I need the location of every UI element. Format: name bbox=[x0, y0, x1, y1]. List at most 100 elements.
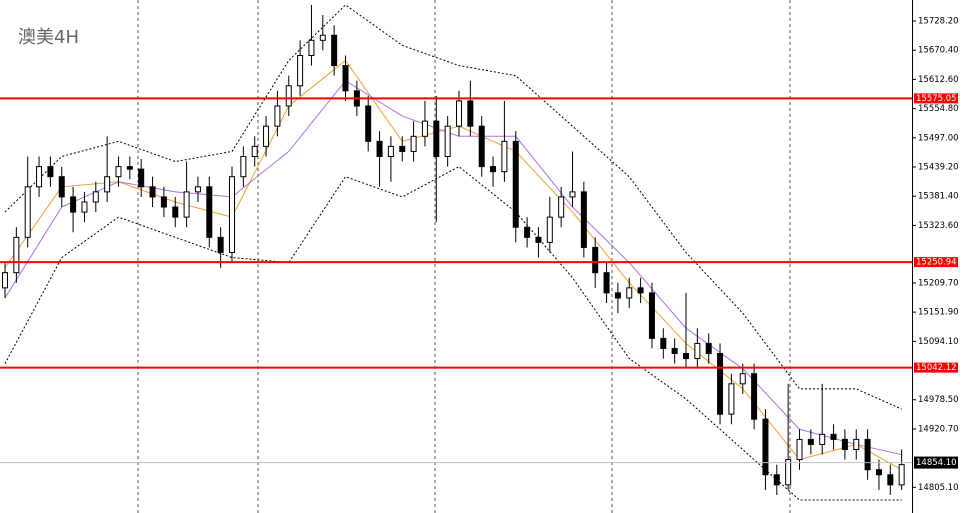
candle-body bbox=[694, 342, 701, 360]
candle-body bbox=[70, 196, 77, 213]
candle-body bbox=[206, 186, 213, 238]
candle-body bbox=[387, 145, 394, 158]
y-tick-label: 15612.60 bbox=[918, 75, 959, 85]
candle-body bbox=[58, 176, 65, 198]
candle-body bbox=[762, 418, 769, 476]
candle-body bbox=[365, 105, 372, 142]
candle-body bbox=[183, 191, 190, 218]
y-tick-label: 15554.80 bbox=[918, 104, 959, 114]
candle-body bbox=[853, 438, 860, 451]
candle-body bbox=[603, 272, 610, 294]
candle-body bbox=[648, 292, 655, 339]
candle-body bbox=[490, 166, 497, 173]
candle-body bbox=[807, 438, 814, 445]
candle-body bbox=[24, 186, 31, 238]
candle-body bbox=[512, 140, 519, 228]
indicator-line bbox=[4, 166, 902, 501]
candle-body bbox=[342, 65, 349, 92]
candle-body bbox=[875, 469, 882, 476]
candle-body bbox=[887, 474, 894, 486]
level-label-box bbox=[914, 362, 958, 373]
candle-body bbox=[399, 145, 406, 152]
current-price-label: 14854.10 bbox=[916, 458, 957, 468]
candle-body bbox=[535, 236, 542, 243]
candle-body bbox=[501, 140, 508, 173]
candle-body bbox=[558, 196, 565, 218]
y-tick-label: 15209.70 bbox=[918, 278, 959, 288]
candle-body bbox=[864, 438, 871, 471]
candle-body bbox=[773, 474, 780, 486]
candle-body bbox=[796, 438, 803, 461]
chart-title: 澳美4H bbox=[18, 27, 79, 48]
candle-body bbox=[217, 236, 224, 253]
candle-body bbox=[81, 201, 88, 213]
y-tick-label: 15094.10 bbox=[918, 337, 959, 347]
candle-body bbox=[569, 191, 576, 198]
candle-body bbox=[149, 186, 156, 198]
indicator-line bbox=[4, 80, 902, 456]
candle-body bbox=[433, 120, 440, 158]
candle-body bbox=[376, 140, 383, 158]
indicator-line bbox=[4, 59, 902, 471]
y-tick-label: 15439.20 bbox=[918, 163, 959, 173]
candle-body bbox=[285, 85, 292, 107]
y-tick-label: 15670.40 bbox=[918, 46, 959, 56]
candle-body bbox=[319, 34, 326, 41]
candle-body bbox=[626, 287, 633, 299]
vertical-grid bbox=[137, 0, 791, 513]
y-tick-label: 15497.00 bbox=[918, 133, 959, 143]
candle-body bbox=[92, 191, 99, 203]
candle-body bbox=[546, 216, 553, 243]
candle-body bbox=[637, 287, 644, 294]
y-tick-label: 15728.20 bbox=[918, 17, 959, 27]
candle-body bbox=[126, 166, 133, 170]
current-price-box bbox=[914, 456, 958, 469]
candle-body bbox=[308, 39, 315, 56]
candle-body bbox=[36, 166, 43, 188]
candle-body bbox=[841, 438, 848, 451]
candle-body bbox=[444, 125, 451, 158]
level-label-box bbox=[914, 257, 958, 268]
candle-body bbox=[683, 353, 689, 360]
candle-body bbox=[331, 34, 338, 67]
candle-body bbox=[251, 145, 258, 158]
candle-body bbox=[592, 246, 599, 274]
candle-body bbox=[104, 176, 111, 193]
candle-body bbox=[671, 347, 678, 355]
candle-body bbox=[819, 433, 826, 445]
candle-body bbox=[115, 166, 122, 178]
candle-body bbox=[421, 120, 428, 137]
candle-body bbox=[830, 433, 837, 440]
candle-body bbox=[2, 272, 8, 289]
candle-body bbox=[172, 206, 179, 218]
y-tick-label: 15323.60 bbox=[918, 221, 959, 231]
candle-body bbox=[229, 176, 235, 253]
candle-body bbox=[524, 226, 531, 238]
candle-body bbox=[194, 186, 201, 193]
candle-body bbox=[785, 459, 792, 486]
y-tick-label: 15381.40 bbox=[918, 192, 959, 202]
candle-body bbox=[751, 373, 758, 420]
candle-body bbox=[274, 105, 281, 127]
candle-body bbox=[47, 166, 54, 178]
candle-body bbox=[739, 373, 746, 385]
y-tick-label: 15151.90 bbox=[918, 308, 959, 318]
candle-body bbox=[410, 135, 417, 152]
level-label-box bbox=[914, 93, 958, 104]
y-tick-label: 14978.50 bbox=[918, 395, 959, 405]
level-label: 15250.94 bbox=[916, 258, 957, 268]
y-tick-label: 14920.70 bbox=[918, 424, 959, 434]
candle-body bbox=[478, 125, 485, 168]
candle-body bbox=[13, 236, 20, 274]
candle-body bbox=[717, 353, 724, 415]
candle-body bbox=[614, 292, 621, 299]
level-label: 15042.12 bbox=[916, 363, 957, 373]
candle-body bbox=[898, 464, 905, 486]
candle-body bbox=[263, 125, 270, 147]
candle-body bbox=[728, 383, 735, 415]
y-tick-label: 14805.10 bbox=[918, 483, 959, 493]
candle-body bbox=[297, 54, 304, 87]
candle-body bbox=[660, 337, 667, 349]
candle-body bbox=[160, 196, 167, 208]
